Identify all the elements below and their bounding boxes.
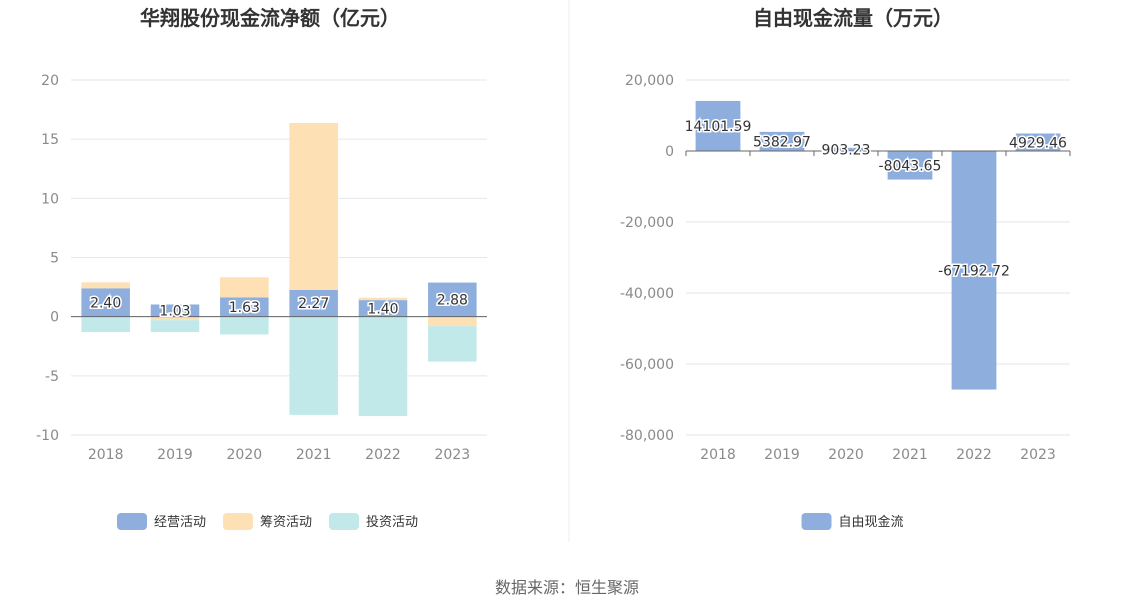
data-label: 4929.46 — [1009, 135, 1067, 151]
bar-primary — [695, 100, 741, 151]
y-tick-label: -40,000 — [620, 286, 674, 302]
bar-primary — [951, 151, 997, 390]
x-tick-label: 2021 — [296, 447, 332, 463]
data-label: 2.27 — [298, 296, 329, 312]
bar-series2 — [81, 316, 130, 333]
legend-label: 自由现金流 — [839, 514, 904, 530]
data-label: 1.63 — [229, 300, 260, 316]
bar-primary — [150, 304, 200, 317]
bar-primary — [759, 131, 805, 151]
data-label: 1.40 — [367, 301, 398, 317]
bar-series2 — [150, 320, 200, 333]
y-tick-label: 20,000 — [625, 73, 674, 89]
legend-swatch — [329, 513, 359, 530]
x-tick-label: 2022 — [365, 447, 401, 463]
y-tick-label: -20,000 — [620, 215, 674, 231]
y-tick-label: 0 — [665, 144, 674, 160]
y-tick-label: 10 — [41, 191, 59, 207]
bar-primary — [428, 282, 477, 317]
bar-series2 — [428, 326, 477, 362]
data-label: 2.40 — [90, 295, 121, 311]
bar-series2 — [358, 316, 408, 417]
x-tick-label: 2022 — [956, 447, 992, 463]
source-note: 数据来源：恒生聚源 — [494, 578, 639, 597]
legend-swatch — [223, 513, 253, 530]
bar-primary — [220, 297, 269, 317]
right-chart-title: 自由现金流量（万元） — [753, 6, 953, 30]
bar-series1 — [81, 282, 130, 289]
y-tick-label: 20 — [41, 73, 59, 89]
bar-series1 — [220, 277, 269, 298]
y-tick-label: -60,000 — [620, 357, 674, 373]
legend-label: 投资活动 — [366, 514, 418, 530]
data-label: 2.88 — [437, 293, 468, 309]
legend-swatch — [801, 513, 832, 530]
y-tick-label: -10 — [36, 428, 59, 444]
bar-primary — [1015, 133, 1061, 151]
x-tick-label: 2019 — [157, 447, 193, 463]
data-label: 5382.97 — [753, 134, 811, 150]
legend-label: 经营活动 — [154, 515, 206, 530]
bar-series1 — [358, 297, 408, 301]
bar-primary — [358, 300, 408, 317]
x-tick-label: 2023 — [1020, 447, 1056, 463]
bar-primary — [823, 147, 869, 151]
y-tick-label: 0 — [50, 310, 59, 326]
x-tick-label: 2018 — [88, 447, 124, 463]
data-label: 14101.59 — [685, 119, 752, 135]
legend-label: 筹资活动 — [260, 514, 312, 530]
data-label: -8043.65 — [879, 158, 942, 174]
bar-series2 — [289, 316, 338, 415]
y-tick-label: 5 — [50, 251, 59, 267]
left-chart: 20 15 10 5 0 -5 -10 2018 2019 2020 2021 2022 2023 2.4… — [36, 73, 487, 530]
right-chart: 20,000 0 -20,000 -40,000 -60,000 -80,000 2018 2… — [620, 73, 1071, 530]
legend-swatch — [117, 513, 147, 530]
data-label: 1.03 — [159, 304, 190, 320]
bar-series1 — [428, 316, 477, 327]
y-tick-label: 15 — [41, 132, 59, 148]
x-tick-label: 2023 — [435, 447, 471, 463]
data-label: -67192.72 — [938, 263, 1010, 279]
x-tick-label: 2020 — [828, 447, 864, 463]
x-tick-label: 2019 — [764, 447, 800, 463]
x-tick-label: 2018 — [700, 447, 736, 463]
bar-primary — [289, 289, 338, 317]
y-tick-label: -80,000 — [620, 428, 674, 444]
y-tick-label: -5 — [45, 369, 59, 385]
data-label: 903.23 — [822, 142, 871, 158]
left-chart-title: 华翔股份现金流净额（亿元） — [140, 6, 400, 30]
x-tick-label: 2020 — [227, 447, 263, 463]
bar-series1 — [150, 316, 200, 321]
bar-primary — [81, 288, 130, 317]
bar-primary — [887, 151, 933, 180]
bar-series1 — [289, 122, 338, 290]
x-tick-label: 2021 — [892, 447, 928, 463]
bar-series2 — [220, 316, 269, 335]
